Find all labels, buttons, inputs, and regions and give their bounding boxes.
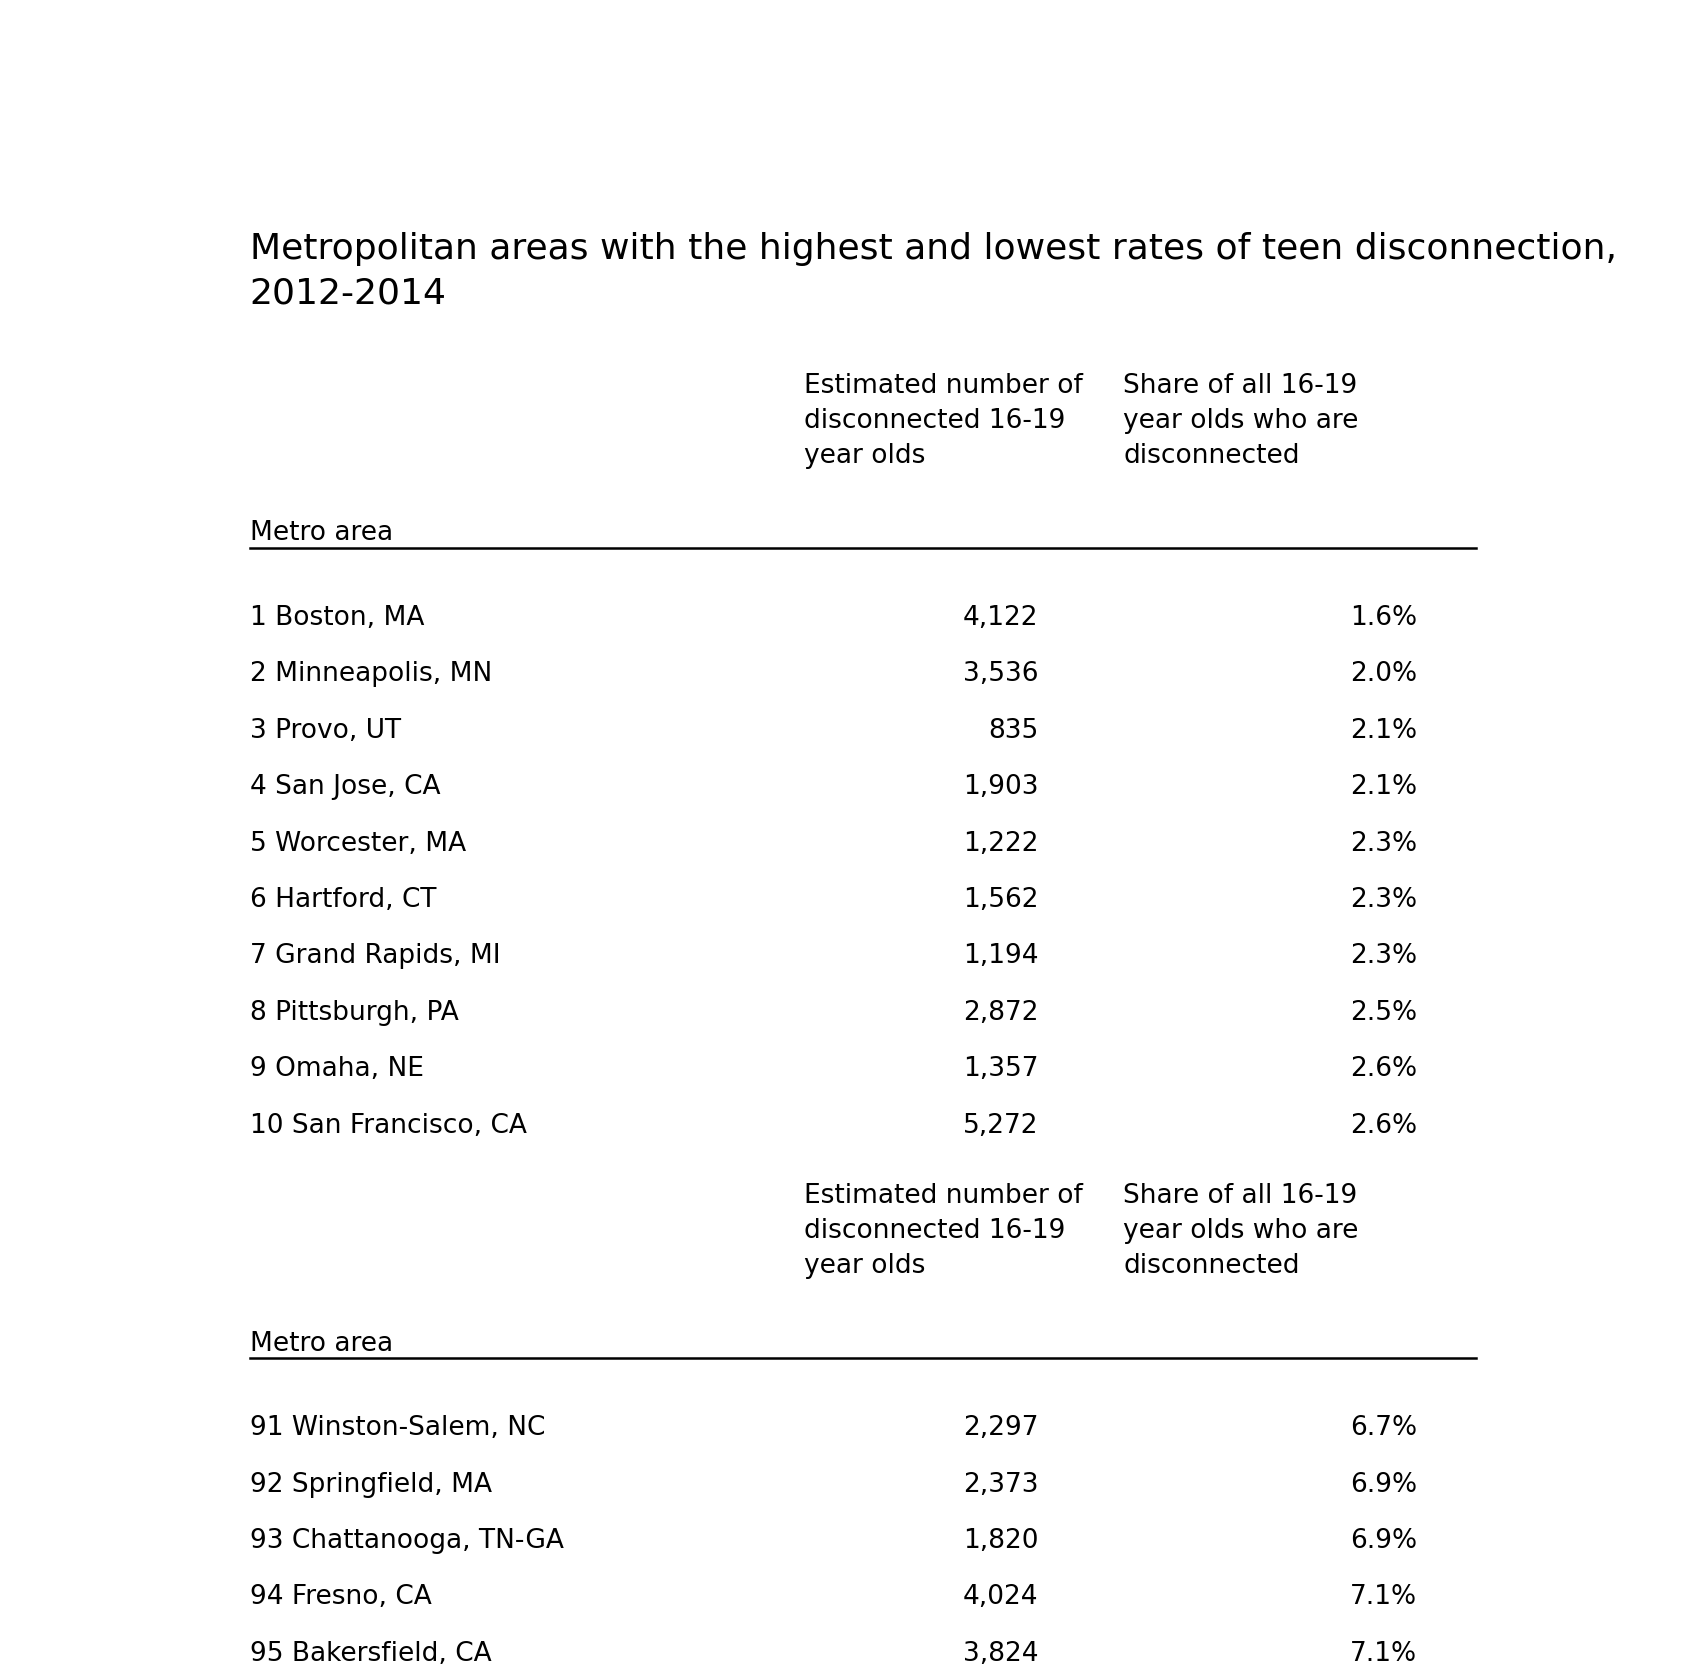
- Text: 8 Pittsburgh, PA: 8 Pittsburgh, PA: [249, 998, 458, 1025]
- Text: 2,297: 2,297: [962, 1414, 1038, 1441]
- Text: Metro area: Metro area: [249, 519, 392, 546]
- Text: 2.1%: 2.1%: [1349, 774, 1416, 800]
- Text: 1,222: 1,222: [962, 830, 1038, 855]
- Text: 9 Omaha, NE: 9 Omaha, NE: [249, 1055, 424, 1082]
- Text: 1,357: 1,357: [962, 1055, 1038, 1082]
- Text: 1,194: 1,194: [962, 943, 1038, 968]
- Text: 3 Provo, UT: 3 Provo, UT: [249, 717, 400, 744]
- Text: 6 Hartford, CT: 6 Hartford, CT: [249, 887, 436, 912]
- Text: 1 Boston, MA: 1 Boston, MA: [249, 604, 424, 631]
- Text: 7.1%: 7.1%: [1349, 1584, 1416, 1609]
- Text: Metropolitan areas with the highest and lowest rates of teen disconnection,
2012: Metropolitan areas with the highest and …: [249, 231, 1615, 311]
- Text: 1,820: 1,820: [962, 1528, 1038, 1553]
- Text: Estimated number of
disconnected 16-19
year olds: Estimated number of disconnected 16-19 y…: [804, 1183, 1082, 1278]
- Text: 2.3%: 2.3%: [1349, 943, 1416, 968]
- Text: Share of all 16-19
year olds who are
disconnected: Share of all 16-19 year olds who are dis…: [1122, 1183, 1357, 1278]
- Text: 1,562: 1,562: [962, 887, 1038, 912]
- Text: 2.5%: 2.5%: [1349, 998, 1416, 1025]
- Text: 2.6%: 2.6%: [1349, 1112, 1416, 1138]
- Text: 6.9%: 6.9%: [1349, 1528, 1416, 1553]
- Text: 2.3%: 2.3%: [1349, 887, 1416, 912]
- Text: 95 Bakersfield, CA: 95 Bakersfield, CA: [249, 1639, 491, 1664]
- Text: 4,122: 4,122: [962, 604, 1038, 631]
- Text: 91 Winston-Salem, NC: 91 Winston-Salem, NC: [249, 1414, 545, 1441]
- Text: 93 Chattanooga, TN-GA: 93 Chattanooga, TN-GA: [249, 1528, 563, 1553]
- Text: 7.1%: 7.1%: [1349, 1639, 1416, 1664]
- Text: Metro area: Metro area: [249, 1330, 392, 1356]
- Text: 6.7%: 6.7%: [1349, 1414, 1416, 1441]
- Text: 2.3%: 2.3%: [1349, 830, 1416, 855]
- Text: 3,824: 3,824: [962, 1639, 1038, 1664]
- Text: 5 Worcester, MA: 5 Worcester, MA: [249, 830, 466, 855]
- Text: 835: 835: [987, 717, 1038, 744]
- Text: 4 San Jose, CA: 4 San Jose, CA: [249, 774, 439, 800]
- Text: 1,903: 1,903: [962, 774, 1038, 800]
- Text: 6.9%: 6.9%: [1349, 1471, 1416, 1496]
- Text: Share of all 16-19
year olds who are
disconnected: Share of all 16-19 year olds who are dis…: [1122, 373, 1357, 469]
- Text: 2,872: 2,872: [962, 998, 1038, 1025]
- Text: Estimated number of
disconnected 16-19
year olds: Estimated number of disconnected 16-19 y…: [804, 373, 1082, 469]
- Text: 7 Grand Rapids, MI: 7 Grand Rapids, MI: [249, 943, 500, 968]
- Text: 5,272: 5,272: [962, 1112, 1038, 1138]
- Text: 2,373: 2,373: [962, 1471, 1038, 1496]
- Text: 92 Springfield, MA: 92 Springfield, MA: [249, 1471, 491, 1496]
- Text: 2.1%: 2.1%: [1349, 717, 1416, 744]
- Text: 4,024: 4,024: [962, 1584, 1038, 1609]
- Text: 2.6%: 2.6%: [1349, 1055, 1416, 1082]
- Text: 94 Fresno, CA: 94 Fresno, CA: [249, 1584, 431, 1609]
- Text: 3,536: 3,536: [962, 661, 1038, 687]
- Text: 10 San Francisco, CA: 10 San Francisco, CA: [249, 1112, 526, 1138]
- Text: 2.0%: 2.0%: [1349, 661, 1416, 687]
- Text: 1.6%: 1.6%: [1349, 604, 1416, 631]
- Text: 2 Minneapolis, MN: 2 Minneapolis, MN: [249, 661, 491, 687]
